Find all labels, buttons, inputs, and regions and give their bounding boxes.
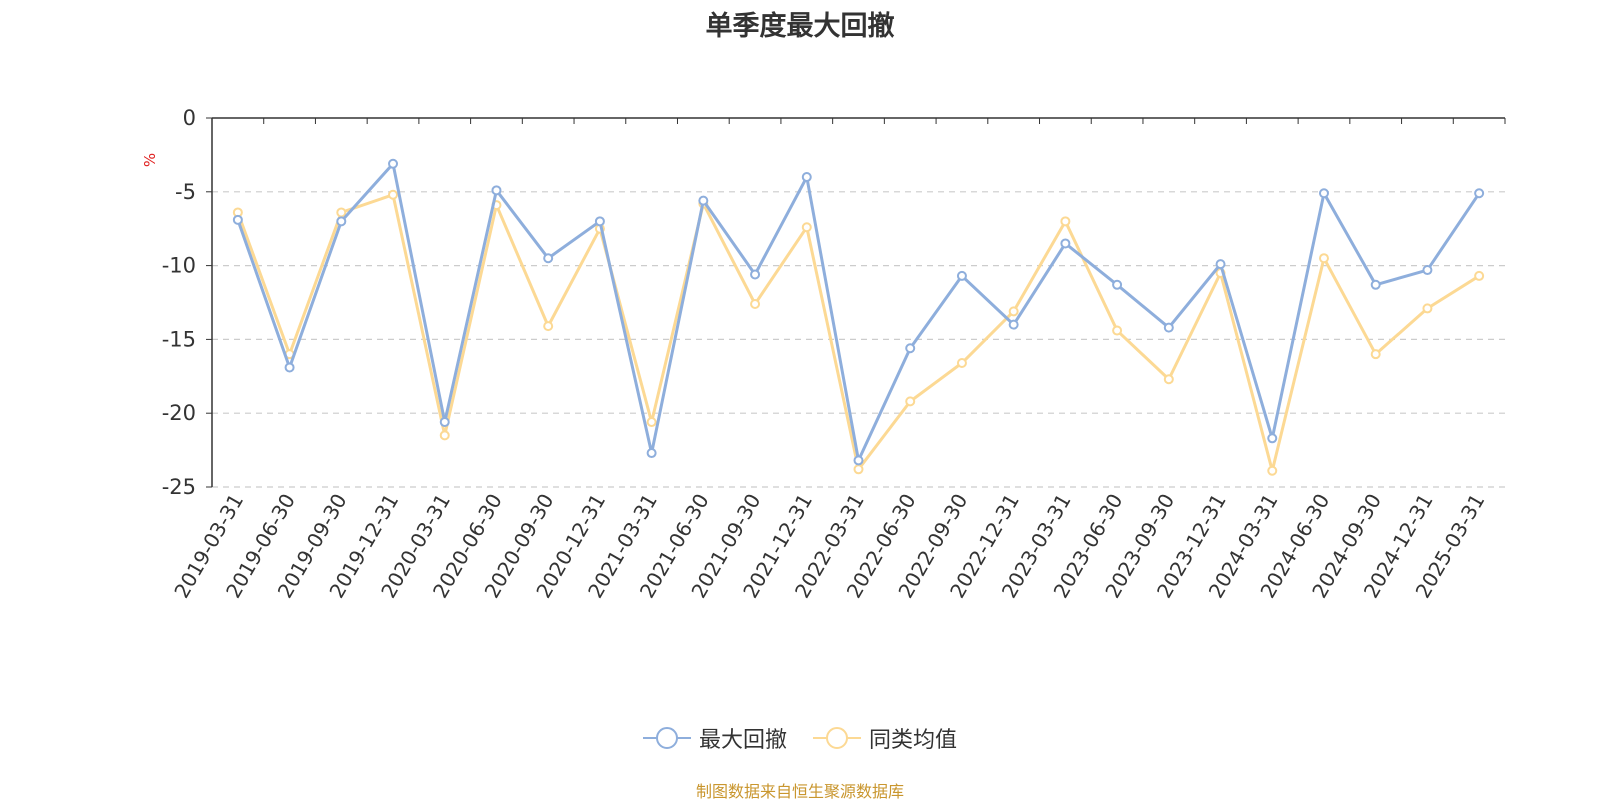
data-point[interactable] xyxy=(1060,216,1071,227)
axes xyxy=(206,117,1506,488)
series-group xyxy=(232,158,1485,476)
data-point[interactable] xyxy=(853,455,864,466)
data-point[interactable] xyxy=(905,343,916,354)
series-line xyxy=(236,162,1481,462)
data-point[interactable] xyxy=(439,417,450,428)
data-point[interactable] xyxy=(905,396,916,407)
data-point[interactable] xyxy=(594,216,605,227)
y-tick-label: 0 xyxy=(183,106,196,130)
data-point[interactable] xyxy=(491,185,502,196)
data-point[interactable] xyxy=(1008,319,1019,330)
y-tick-label: -20 xyxy=(162,401,196,425)
legend-marker-icon xyxy=(813,727,861,749)
data-point[interactable] xyxy=(1422,265,1433,276)
data-point[interactable] xyxy=(388,189,399,200)
data-point[interactable] xyxy=(543,253,554,264)
source-note: 制图数据来自恒生聚源数据库 xyxy=(695,782,904,801)
data-point[interactable] xyxy=(1163,374,1174,385)
legend-item-series-1[interactable]: 最大回撤 xyxy=(642,722,787,754)
data-point[interactable] xyxy=(801,222,812,233)
y-tick-label: -5 xyxy=(175,180,196,204)
series-1 xyxy=(232,158,1485,466)
legend-marker-icon xyxy=(642,727,691,749)
data-point[interactable] xyxy=(388,158,399,169)
data-point[interactable] xyxy=(1318,188,1329,199)
data-point[interactable] xyxy=(1215,259,1226,270)
data-point[interactable] xyxy=(1474,270,1485,281)
data-point[interactable] xyxy=(646,448,657,459)
data-point[interactable] xyxy=(439,430,450,441)
y-tick-labels: 0 -5 -10 -15 -20 -25 xyxy=(162,106,196,499)
data-point[interactable] xyxy=(956,270,967,281)
legend-item-series-2[interactable]: 同类均值 xyxy=(813,722,957,754)
y-tick-label: -25 xyxy=(162,475,196,499)
data-point[interactable] xyxy=(1112,279,1123,290)
data-point[interactable] xyxy=(801,172,812,183)
grid-lines xyxy=(212,191,1505,488)
chart-title: 单季度最大回撤 xyxy=(705,11,895,42)
data-point[interactable] xyxy=(646,417,657,428)
data-point[interactable] xyxy=(1112,325,1123,336)
x-tick-labels: 2019-03-312019-06-302019-09-302019-12-31… xyxy=(169,489,1489,602)
data-point[interactable] xyxy=(1267,465,1278,476)
data-point[interactable] xyxy=(750,269,761,280)
series-line xyxy=(236,193,1480,473)
data-point[interactable] xyxy=(956,358,967,369)
data-point[interactable] xyxy=(336,207,347,218)
data-point[interactable] xyxy=(1474,188,1485,199)
y-axis-label: % xyxy=(141,153,159,167)
data-point[interactable] xyxy=(543,321,554,332)
data-point[interactable] xyxy=(1370,279,1381,290)
data-point[interactable] xyxy=(1318,253,1329,264)
data-point[interactable] xyxy=(1370,349,1381,360)
y-tick-label: -10 xyxy=(162,254,196,278)
data-point[interactable] xyxy=(1008,306,1019,317)
data-point[interactable] xyxy=(232,214,243,225)
data-point[interactable] xyxy=(698,195,709,206)
data-point[interactable] xyxy=(336,216,347,227)
data-point[interactable] xyxy=(1422,303,1433,314)
data-point[interactable] xyxy=(1267,433,1278,444)
data-point[interactable] xyxy=(853,464,864,475)
data-point[interactable] xyxy=(1060,238,1071,249)
legend-label: 同类均值 xyxy=(869,728,958,753)
data-point[interactable] xyxy=(284,362,295,373)
legend: 最大回撤 同类均值 xyxy=(0,722,1600,754)
y-tick-label: -15 xyxy=(162,327,196,351)
series-2 xyxy=(232,189,1485,476)
data-point[interactable] xyxy=(750,298,761,309)
legend-label: 最大回撤 xyxy=(698,728,787,753)
data-point[interactable] xyxy=(1163,322,1174,333)
